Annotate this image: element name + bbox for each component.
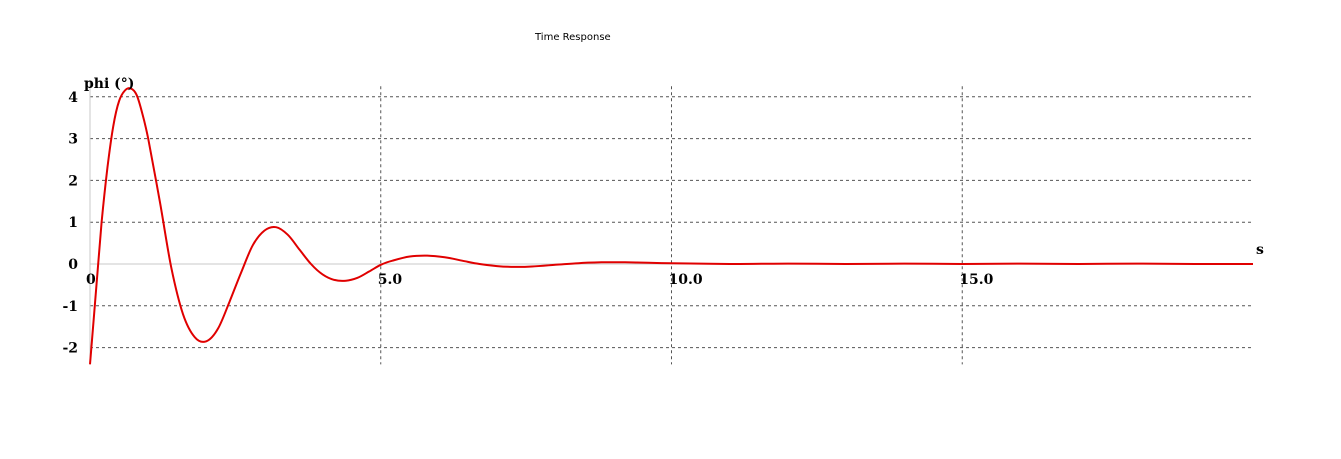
y-tick-label: 3 xyxy=(68,132,78,148)
tick-labels: 4 3 2 1 0 -1 -2 0 5.0 10.0 15.0 xyxy=(62,90,993,357)
y-tick-label: 2 xyxy=(68,173,78,189)
chart-title: Time Response xyxy=(535,32,611,43)
x-tick-label: 10.0 xyxy=(669,272,703,288)
y-axis-label: phi (°) xyxy=(84,76,134,92)
x-axis-label: s xyxy=(1256,242,1264,258)
series-line xyxy=(89,87,1254,365)
y-tick-label: -1 xyxy=(62,299,78,315)
y-tick-label: 1 xyxy=(68,215,78,231)
x-tick-label: 0 xyxy=(86,272,96,288)
grid xyxy=(90,86,1253,365)
x-tick-label: 5.0 xyxy=(378,272,403,288)
y-tick-label: 4 xyxy=(68,90,78,106)
y-tick-label: -2 xyxy=(62,341,78,357)
series-layer xyxy=(89,87,1254,365)
y-tick-label: 0 xyxy=(68,257,78,273)
x-tick-label: 15.0 xyxy=(959,272,993,288)
